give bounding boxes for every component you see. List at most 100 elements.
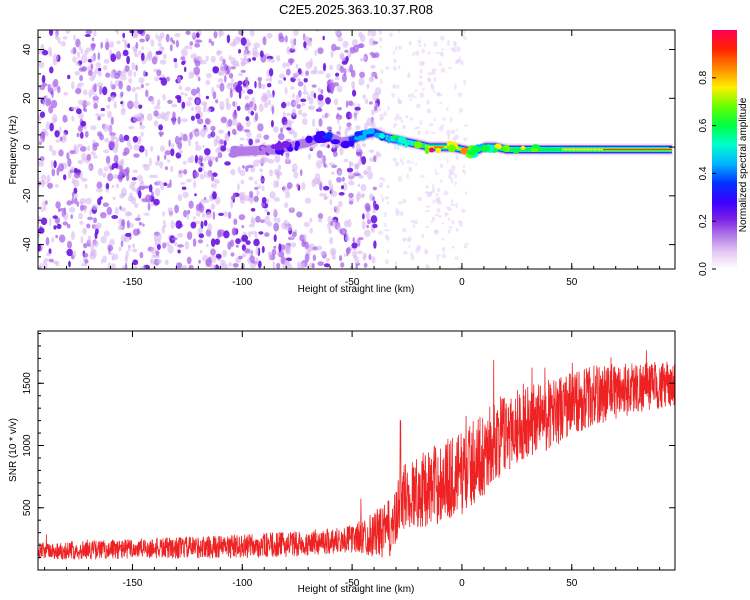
noise-speckle (151, 56, 158, 65)
ridge-mark (638, 148, 641, 151)
noise-speckle (384, 259, 389, 265)
noise-speckle (186, 231, 193, 240)
noise-speckle (196, 87, 201, 94)
noise-speckle (260, 219, 265, 223)
noise-speckle (343, 68, 347, 76)
noise-speckle (96, 188, 103, 193)
noise-speckle (432, 200, 435, 204)
noise-speckle (125, 166, 130, 175)
noise-speckle (71, 115, 75, 122)
ridge-mark (556, 147, 559, 152)
noise-speckle (345, 55, 349, 63)
noise-speckle (279, 73, 286, 79)
ridge-mark (456, 147, 459, 150)
x-tick-label: -100 (232, 578, 252, 589)
ridge-mark (351, 136, 353, 144)
noise-speckle (55, 201, 61, 209)
noise-speckle (105, 155, 111, 164)
noise-speckle (248, 138, 253, 146)
noise-speckle (241, 165, 245, 169)
noise-speckle (167, 183, 170, 189)
noise-speckle (273, 234, 277, 243)
noise-speckle (180, 169, 183, 178)
ridge-mark (527, 147, 530, 152)
noise-speckle (96, 82, 103, 88)
noise-speckle (431, 69, 436, 76)
noise-speckle (461, 209, 466, 213)
ridge-mark (599, 148, 601, 151)
noise-speckle (460, 60, 464, 66)
noise-speckle (70, 49, 74, 54)
noise-speckle (419, 92, 424, 98)
noise-speckle (91, 204, 98, 211)
noise-speckle (266, 221, 273, 227)
noise-speckle (50, 160, 54, 169)
ridge-mark (529, 147, 531, 152)
noise-speckle (245, 38, 251, 48)
noise-speckle (108, 140, 116, 150)
noise-speckle (56, 223, 62, 230)
noise-speckle (282, 184, 287, 193)
noise-speckle (258, 103, 264, 112)
noise-speckle (441, 253, 447, 259)
noise-speckle (147, 51, 153, 59)
noise-speckle (301, 262, 306, 269)
noise-speckle (210, 254, 217, 264)
noise-speckle (446, 129, 451, 136)
noise-speckle (110, 53, 117, 62)
noise-speckle (286, 112, 291, 117)
noise-speckle (110, 116, 114, 125)
noise-speckle (243, 129, 250, 133)
x-tick-label: -100 (232, 277, 252, 288)
ridge-mark (512, 147, 514, 152)
ridge-mark (425, 145, 427, 148)
ridge-mark (639, 148, 642, 151)
ridge-mark (613, 148, 616, 151)
noise-speckle (370, 215, 378, 224)
noise-speckle (97, 116, 101, 121)
noise-speckle (119, 133, 124, 143)
noise-speckle (62, 221, 68, 226)
noise-speckle (212, 91, 217, 100)
noise-speckle (253, 42, 260, 49)
noise-speckle (304, 253, 310, 263)
noise-speckle (245, 116, 250, 121)
noise-speckle (415, 162, 418, 166)
noise-speckle (112, 196, 116, 200)
noise-speckle (361, 143, 366, 147)
noise-speckle (189, 131, 193, 140)
noise-speckle (252, 57, 257, 61)
noise-speckle (200, 220, 204, 229)
ridge-mark (245, 146, 248, 156)
noise-speckle (71, 178, 76, 185)
noise-speckle (212, 66, 220, 74)
noise-speckle (291, 42, 295, 51)
noise-speckle (131, 188, 138, 192)
noise-speckle (286, 101, 291, 107)
noise-speckle (95, 62, 102, 68)
noise-speckle (97, 131, 103, 137)
x-tick-label: 0 (459, 277, 465, 288)
noise-speckle (280, 256, 286, 265)
noise-speckle (45, 200, 48, 205)
ridge-mark (436, 146, 439, 148)
noise-speckle (198, 167, 203, 173)
noise-speckle (305, 61, 313, 70)
noise-speckle (379, 153, 383, 158)
x-tick-label: -50 (345, 578, 360, 589)
noise-speckle (70, 166, 75, 171)
noise-speckle (212, 130, 215, 139)
noise-speckle (140, 52, 145, 61)
noise-speckle (310, 90, 315, 98)
noise-speckle (362, 93, 366, 100)
noise-speckle (412, 52, 415, 56)
noise-speckle (235, 84, 243, 93)
noise-speckle (278, 35, 285, 43)
noise-speckle (253, 238, 260, 247)
noise-speckle (330, 50, 334, 58)
noise-speckle (339, 255, 343, 262)
noise-speckle (250, 110, 255, 116)
noise-speckle (67, 74, 71, 80)
noise-speckle (236, 105, 241, 112)
